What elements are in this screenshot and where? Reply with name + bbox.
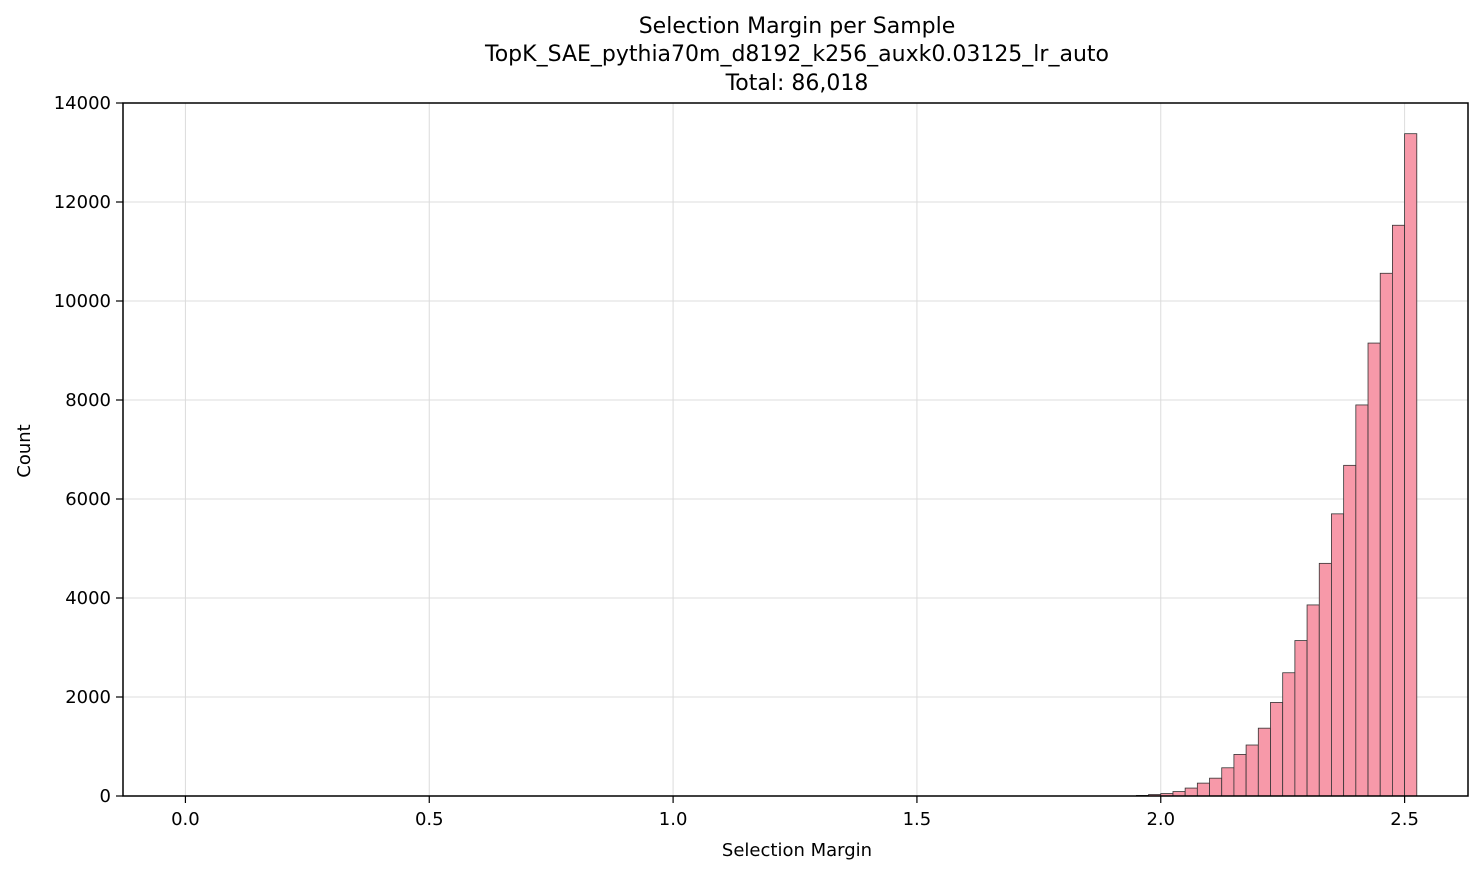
histogram-bar: [1355, 404, 1369, 797]
y-tick-label: 8000: [65, 390, 111, 411]
y-tick-label: 14000: [54, 93, 111, 114]
x-tick-label: 1.0: [659, 809, 688, 830]
histogram-bar: [1270, 702, 1284, 797]
y-axis-label: Count: [14, 424, 35, 477]
histogram-bar: [1367, 342, 1381, 797]
plot-frame: [122, 102, 1469, 797]
y-tick-label: 10000: [54, 291, 111, 312]
histogram-bar: [1392, 224, 1406, 797]
x-tick-label: 0.0: [171, 809, 200, 830]
x-tick-label: 0.5: [415, 809, 444, 830]
histogram-bar: [1233, 754, 1247, 797]
y-tick-label: 4000: [65, 588, 111, 609]
y-tick-label: 12000: [54, 192, 111, 213]
x-tick-label: 2.0: [1146, 809, 1175, 830]
chart-subtitle: TopK_SAE_pythia70m_d8192_k256_auxk0.0312…: [484, 42, 1109, 67]
histogram-bar: [1343, 464, 1357, 797]
x-tick-label: 2.5: [1390, 809, 1419, 830]
histogram-bar: [1306, 604, 1320, 797]
histogram-bar: [1245, 744, 1259, 797]
chart-total-label: Total: 86,018: [725, 71, 869, 96]
chart-title: Selection Margin per Sample: [639, 14, 956, 39]
x-axis-label: Selection Margin: [722, 840, 872, 861]
histogram-bar: [1184, 787, 1198, 797]
histogram-bars: [1135, 133, 1418, 797]
histogram-bar: [1257, 727, 1271, 797]
histogram-bar: [1221, 767, 1235, 797]
histogram-bar: [1294, 640, 1308, 797]
histogram-bar: [1196, 782, 1210, 797]
plot-axes: [122, 102, 1469, 797]
histogram-bar: [1331, 513, 1345, 797]
y-tick-label: 6000: [65, 489, 111, 510]
y-tick-label: 0: [100, 786, 111, 807]
histogram-bar: [1209, 777, 1223, 797]
histogram-bar: [1404, 133, 1418, 797]
chart-title-group: Selection Margin per Sample TopK_SAE_pyt…: [484, 14, 1109, 96]
grid-lines: [123, 102, 1468, 797]
y-tick-label: 2000: [65, 687, 111, 708]
y-axis-ticks: 0 2000 4000 6000 8000 10000 12000 14000: [54, 93, 123, 807]
x-tick-label: 1.5: [903, 809, 932, 830]
histogram-bar: [1318, 562, 1332, 797]
histogram-bar: [1282, 672, 1296, 797]
x-axis-ticks: 0.0 0.5 1.0 1.5 2.0 2.5: [171, 796, 1419, 830]
histogram-bar: [1379, 272, 1393, 797]
